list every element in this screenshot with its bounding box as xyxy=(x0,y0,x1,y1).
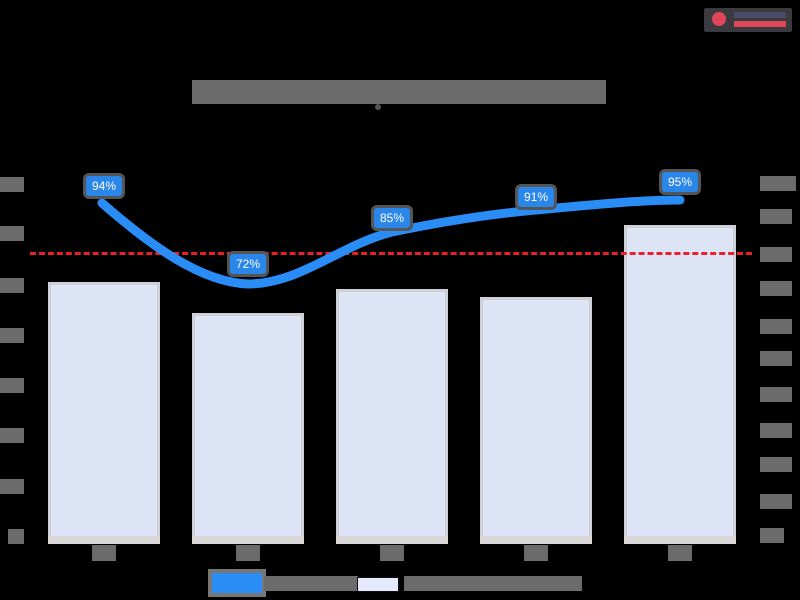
logo-mark-icon xyxy=(712,12,726,26)
bar-4[interactable] xyxy=(480,297,592,537)
point-label-1: 94% xyxy=(86,176,123,196)
point-label-4: 91% xyxy=(518,187,555,207)
bar-5[interactable] xyxy=(624,225,736,537)
legend-bar-swatch[interactable] xyxy=(357,577,399,592)
point-label-5: 95% xyxy=(662,172,699,192)
chart-title xyxy=(192,80,606,104)
point-label-3: 85% xyxy=(374,208,411,228)
point-label-2: 72% xyxy=(230,254,267,274)
bar-3[interactable] xyxy=(336,289,448,537)
bar-2[interactable] xyxy=(192,313,304,537)
legend-line-swatch[interactable] xyxy=(212,573,262,593)
logo xyxy=(704,8,792,32)
legend-line-label xyxy=(264,576,358,591)
bar-1[interactable] xyxy=(48,282,160,537)
target-reference-line xyxy=(30,252,752,255)
legend-bar-label xyxy=(404,576,582,591)
